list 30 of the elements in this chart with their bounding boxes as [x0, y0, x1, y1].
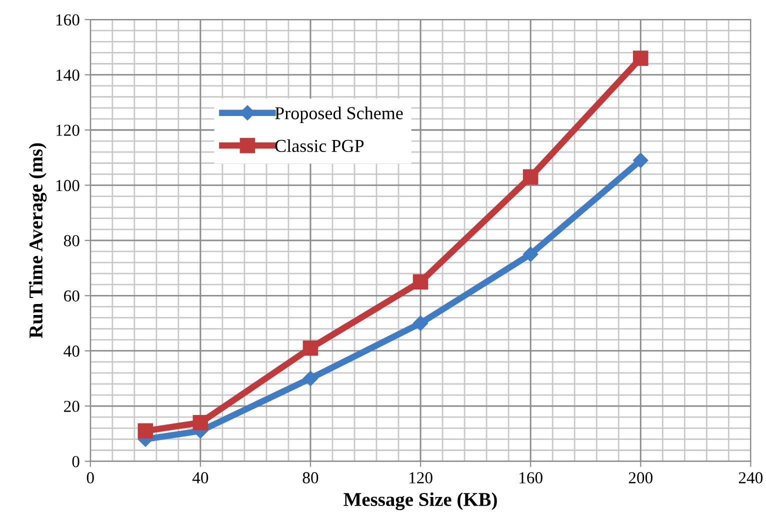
point	[302, 340, 318, 356]
point	[412, 316, 428, 331]
y-axis-title: Run Time Average (ms)	[28, 143, 47, 338]
point	[633, 152, 648, 168]
point	[523, 246, 538, 262]
x-tick-label: 240	[738, 472, 763, 484]
y-tick-label: 120	[56, 124, 80, 136]
x-tick-label: 200	[628, 472, 652, 484]
y-tick-label: 160	[56, 14, 80, 26]
y-tick-label: 60	[64, 290, 80, 302]
y-tick-label: 100	[56, 180, 80, 192]
x-tick-label: 80	[302, 472, 318, 484]
x-tick-label: 120	[410, 472, 432, 484]
x-tick-label: 160	[520, 472, 542, 484]
y-tick-label: 0	[72, 456, 80, 468]
y-tick-label: 80	[64, 235, 80, 246]
legend-label: Classic PGP	[275, 139, 364, 152]
legend-label: Proposed Scheme	[275, 106, 403, 123]
point	[302, 370, 318, 386]
x-axis-title: Message Size (KB)	[344, 492, 497, 510]
point	[522, 169, 538, 185]
y-tick-label: 40	[64, 346, 80, 357]
y-tick-label: 140	[56, 69, 80, 81]
x-tick-label: 0	[86, 472, 94, 484]
point	[412, 274, 428, 290]
point	[632, 50, 648, 66]
x-tick-label: 40	[192, 472, 208, 484]
point	[138, 423, 154, 439]
y-tick-label: 20	[64, 400, 80, 412]
point	[192, 415, 208, 430]
